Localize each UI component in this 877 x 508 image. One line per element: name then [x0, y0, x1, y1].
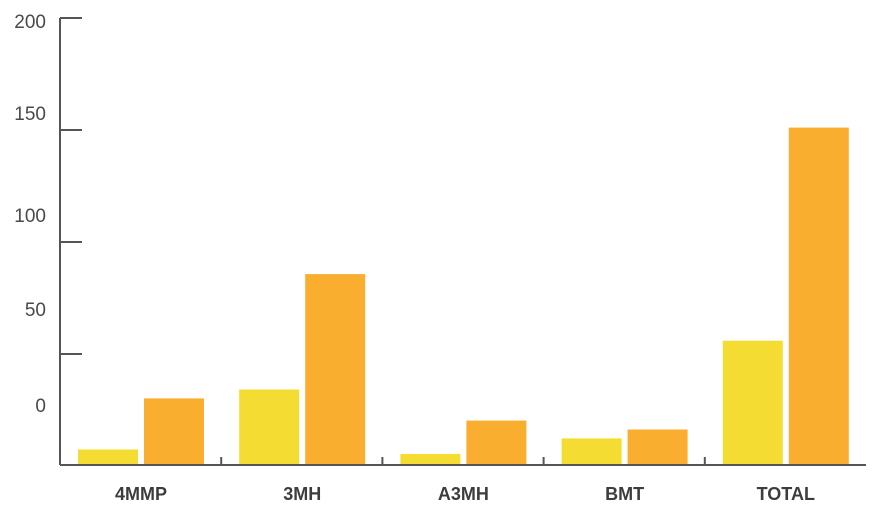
- bar-total-series-2: [788, 127, 849, 465]
- bar-total-series-1: [722, 340, 783, 465]
- y-tick-label: 100: [14, 206, 46, 227]
- y-axis-ticks: 200 150 100 50 0: [14, 12, 82, 466]
- x-category-label: BMT: [605, 484, 644, 504]
- bar-a3mh-series-1: [400, 453, 461, 465]
- bars-group: [78, 127, 849, 465]
- bar-4mmp-series-1: [78, 449, 138, 465]
- y-tick-label: 50: [25, 300, 46, 321]
- bar-4mmp-series-2: [144, 398, 204, 465]
- x-axis-ticks: 4MMP 3MH A3MH BMT TOTAL: [115, 457, 815, 504]
- y-tick-label: 150: [14, 104, 46, 125]
- bar-3mh-series-1: [239, 389, 300, 465]
- x-category-label: 3MH: [283, 484, 321, 504]
- bar-bmt-series-1: [561, 438, 622, 465]
- bar-3mh-series-2: [305, 274, 366, 465]
- y-tick-label: 200: [14, 12, 46, 33]
- bar-a3mh-series-2: [466, 420, 527, 465]
- y-tick-label: 0: [35, 396, 46, 417]
- x-category-label: A3MH: [438, 484, 489, 504]
- bar-bmt-series-2: [627, 429, 688, 465]
- x-category-label: TOTAL: [757, 484, 815, 504]
- x-category-label: 4MMP: [115, 484, 167, 504]
